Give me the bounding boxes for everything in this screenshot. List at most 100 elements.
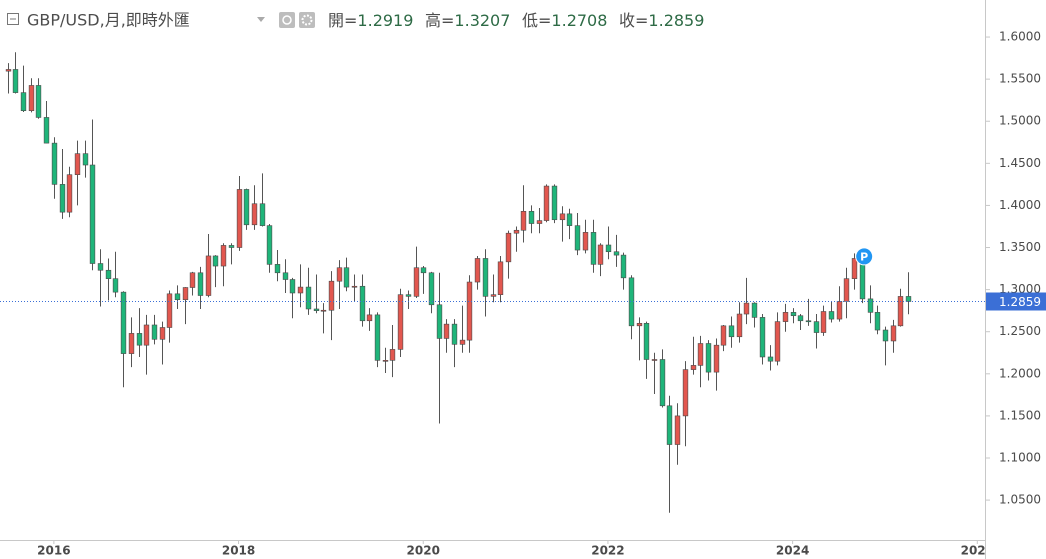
candle-body xyxy=(436,304,443,339)
candle-body xyxy=(759,317,766,358)
candle-body xyxy=(528,211,535,224)
candle-body xyxy=(289,279,296,294)
candle-body xyxy=(382,360,389,362)
candle-body xyxy=(20,92,27,112)
candle-body xyxy=(12,69,19,93)
candle-body xyxy=(674,415,681,445)
candle-body xyxy=(136,333,143,346)
candle-body xyxy=(274,264,281,274)
visibility-button[interactable] xyxy=(279,12,295,28)
candle-body xyxy=(797,315,804,322)
candle-body xyxy=(605,244,612,253)
candle-body xyxy=(174,293,181,301)
candle-body xyxy=(651,359,658,361)
candle-body xyxy=(120,291,127,354)
candle-body xyxy=(143,324,150,346)
candle-body xyxy=(351,285,358,288)
candle-body xyxy=(66,174,73,213)
open-label: 開= xyxy=(328,11,357,30)
dropdown-arrow[interactable] xyxy=(257,17,265,22)
candle-body xyxy=(566,213,573,226)
candle-body xyxy=(590,232,597,265)
candle-body xyxy=(451,323,458,345)
candle-body xyxy=(805,320,812,323)
candle-body xyxy=(305,286,312,310)
candle-body xyxy=(51,142,58,185)
candle-body xyxy=(751,302,758,318)
candle-body xyxy=(182,287,189,301)
candle-body xyxy=(205,255,212,296)
low-value: 1.2708 xyxy=(551,11,607,30)
collapse-toggle[interactable] xyxy=(7,13,19,25)
candle-body xyxy=(482,258,489,297)
candle-body xyxy=(767,356,774,362)
candle-body xyxy=(874,312,881,331)
y-tick-label: 1.1500 xyxy=(999,408,1041,422)
candle-body xyxy=(35,85,42,118)
candle-body xyxy=(105,269,112,279)
open-value: 1.2919 xyxy=(357,11,413,30)
y-axis: 1.05001.10001.15001.20001.25001.30001.35… xyxy=(985,30,1046,507)
candle-body xyxy=(259,203,266,226)
candle-body xyxy=(843,278,850,302)
high-label: 高= xyxy=(425,11,454,30)
candle-body xyxy=(389,349,396,361)
candle-body xyxy=(89,164,96,264)
candle-body xyxy=(813,321,820,333)
candle-body xyxy=(343,267,350,288)
header: GBP/USD,月,即時外匯 開=1.2919 高=1.3207 低=1.270… xyxy=(7,11,704,30)
candle-body xyxy=(282,272,289,280)
candle-body xyxy=(897,296,904,327)
candle-body xyxy=(82,153,89,166)
candle-body xyxy=(151,324,158,340)
candle-body xyxy=(643,322,650,360)
candle-body xyxy=(266,225,273,265)
candle-body xyxy=(243,189,250,226)
candle-body xyxy=(112,278,119,293)
candle-body xyxy=(513,229,520,234)
annotation-label: P xyxy=(860,250,868,263)
settings-button[interactable] xyxy=(299,12,315,28)
candle-body xyxy=(228,245,235,248)
candle-body xyxy=(297,286,304,294)
candle-body xyxy=(336,267,343,282)
candle-body xyxy=(574,225,581,251)
candle-body xyxy=(397,294,404,350)
candle-body xyxy=(166,293,173,328)
ohlc-legend: 開=1.2919 高=1.3207 低=1.2708 收=1.2859 xyxy=(328,11,704,30)
candle-body xyxy=(882,329,889,342)
x-tick-label: 2018 xyxy=(222,544,255,558)
x-axis: 2016 2018 2020 2022 2024 2026 xyxy=(37,540,994,558)
candle-body xyxy=(890,325,897,342)
symbol-title: GBP/USD,月,即時外匯 xyxy=(27,11,190,30)
candle-body xyxy=(790,312,797,317)
candle-body xyxy=(413,267,420,297)
candle-body xyxy=(867,298,874,313)
candle-body xyxy=(420,267,427,274)
annotation-marker xyxy=(855,247,874,266)
candle-body xyxy=(328,280,335,311)
gear-icon xyxy=(301,14,313,26)
candle-body xyxy=(212,255,219,267)
candle-body xyxy=(220,245,227,267)
candle-body xyxy=(520,211,527,231)
candle-body xyxy=(713,344,720,373)
candle-body xyxy=(905,296,912,302)
candle-body xyxy=(128,333,135,354)
y-tick-label: 1.2000 xyxy=(999,366,1041,380)
close-value: 1.2859 xyxy=(648,11,704,30)
candle-body xyxy=(666,405,673,445)
candle-body xyxy=(28,85,35,112)
x-tick-label: 2026 xyxy=(961,544,994,558)
plot-area: P xyxy=(0,52,985,513)
candle-body xyxy=(782,312,789,322)
candle-body xyxy=(159,327,166,340)
candle-body xyxy=(682,369,689,417)
y-tick-label: 1.0500 xyxy=(999,493,1041,507)
y-tick-label: 1.2500 xyxy=(999,324,1041,338)
x-tick-label: 2022 xyxy=(591,544,624,558)
close-label: 收= xyxy=(619,11,648,30)
candle-body xyxy=(705,343,712,373)
candle-body xyxy=(189,272,196,288)
